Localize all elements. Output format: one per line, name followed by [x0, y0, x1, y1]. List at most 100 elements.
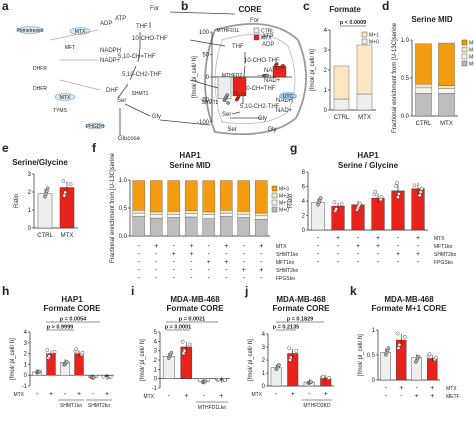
- data-point: [236, 94, 241, 99]
- condition-symbol: -: [138, 259, 141, 266]
- data-point: [203, 379, 208, 384]
- condition-symbol: -: [337, 259, 340, 266]
- y-axis-label: Fractional enrichment from [U-13C]serine: [392, 22, 398, 133]
- condition-symbol: -: [168, 393, 171, 400]
- pathway-arrow: [117, 83, 129, 99]
- y-tick-label: 4: [262, 332, 266, 338]
- enzyme-label: SHMT2: [202, 100, 219, 106]
- data-point: [92, 375, 96, 380]
- condition-symbol: -: [400, 393, 403, 400]
- condition-row-label: MTX: [276, 244, 287, 250]
- condition-symbol: -: [260, 259, 263, 266]
- legend-swatch: [271, 199, 278, 206]
- p-value: p < 0.0009: [340, 20, 366, 26]
- metabolite-label: NAD+: [276, 108, 293, 114]
- condition-symbol: -: [317, 243, 320, 250]
- condition-symbol: +: [376, 243, 380, 250]
- stacked-bar-segment: [415, 83, 432, 89]
- y-tick-label: 0.5: [119, 206, 128, 212]
- metabolite-label: 5,10-CH2-THF: [122, 72, 162, 78]
- y-tick-label: 4: [154, 339, 158, 345]
- condition-symbol: -: [377, 251, 380, 258]
- condition-row-label: MTX: [251, 392, 262, 398]
- y-tick-label: 0.5: [401, 76, 410, 82]
- panel-letter-f: f: [92, 141, 97, 155]
- chart-subtitle: Serine / Glycine: [338, 161, 399, 170]
- conditions-g: - + - + - + MTX- - + + - - MFT1ko- - - - + + SHMT2ko- - - - - -…: [317, 235, 457, 266]
- y-tick-label: 0.0: [401, 114, 410, 120]
- data-point: [80, 350, 85, 355]
- chart-title: HAP1: [357, 151, 379, 160]
- data-point: [223, 378, 227, 382]
- pathway-arrow: [231, 111, 241, 115]
- group-label: SHMT2kn: [88, 403, 110, 409]
- stacked-bar-segment: [438, 93, 455, 117]
- condition-symbol: -: [416, 385, 419, 392]
- y-tick-label: 4: [324, 28, 328, 34]
- bar: [37, 193, 53, 229]
- condition-row-label: MTX: [143, 394, 154, 400]
- stacked-bar-segment: [219, 180, 233, 211]
- condition-row-label: FPGSko: [276, 276, 295, 282]
- condition-symbol: -: [173, 275, 176, 282]
- data-point: [68, 182, 73, 187]
- condition-row-label: MFT1ko: [276, 260, 295, 266]
- chart-subtitle: Formate CORE: [167, 304, 225, 313]
- data-point: [47, 354, 52, 358]
- chart-title: HAP1: [179, 151, 201, 160]
- condition-symbol: -: [357, 251, 360, 258]
- condition-symbol: +: [77, 391, 81, 398]
- data-point: [108, 375, 113, 379]
- data-point: [403, 334, 407, 339]
- stacked-bar-segment: [438, 42, 455, 86]
- data-point: [101, 374, 106, 379]
- x-tick-label: CTRL: [334, 115, 350, 121]
- y-tick-label: 3: [324, 48, 328, 54]
- metabolite-label: ATP: [262, 34, 273, 40]
- metabolite-label: ADP: [262, 42, 274, 48]
- metabolite-label: NADH: [276, 98, 293, 104]
- condition-row-label: MTX: [434, 236, 445, 242]
- y-axis-label: Ratio: [288, 193, 294, 208]
- panel-letter-j: j: [244, 284, 248, 298]
- chart-subtitle: Formate M+1 CORE: [372, 304, 448, 313]
- condition-symbol: -: [173, 267, 176, 274]
- stacked-bar-segment: [149, 217, 163, 237]
- condition-symbol: -: [36, 391, 39, 398]
- condition-symbol: +: [415, 393, 419, 400]
- condition-symbol: -: [92, 391, 95, 398]
- y-tick-label: 3: [24, 341, 28, 347]
- y-tick-label: 100: [199, 30, 210, 36]
- data-point: [63, 190, 67, 195]
- data-point: [277, 363, 281, 367]
- pathway-arrow: [189, 39, 226, 47]
- mitochondrion-outline: [204, 23, 307, 135]
- y-tick-label: 1: [24, 362, 28, 368]
- chart-g: 0 2 4 6 8 Ratio: [288, 170, 428, 234]
- condition-row-label: SHMT2ko: [276, 268, 298, 274]
- pathway-arrow: [169, 11, 236, 15]
- condition-symbol: -: [138, 275, 141, 282]
- chart-title: MDA-MB-468: [384, 295, 434, 304]
- y-tick-label: 1: [372, 328, 376, 334]
- data-point: [373, 189, 378, 194]
- bar: [217, 76, 232, 99]
- p-value: p = 0.1829: [287, 317, 313, 323]
- stacked-bar-segment: [254, 212, 268, 217]
- data-point: [416, 354, 421, 359]
- condition-symbol: +: [356, 243, 360, 250]
- metabolite-label: ATP: [115, 16, 126, 22]
- metabolite-label: DHF: [106, 88, 119, 94]
- condition-symbol: -: [417, 243, 420, 250]
- data-point: [294, 349, 299, 353]
- mitochondrion-inner: [214, 33, 296, 125]
- data-point: [334, 207, 339, 211]
- metabolite-label: THF: [232, 44, 244, 50]
- condition-symbol: +: [172, 251, 176, 258]
- data-point: [169, 350, 174, 355]
- y-tick-label: 5: [154, 330, 158, 336]
- data-point: [394, 184, 399, 188]
- data-point: [45, 186, 50, 191]
